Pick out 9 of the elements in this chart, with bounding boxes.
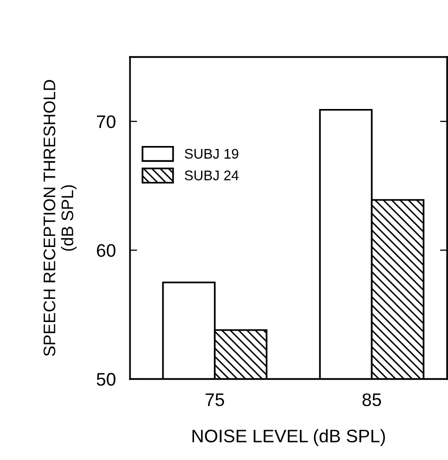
x-axis-title: NOISE LEVEL (dB SPL) bbox=[192, 429, 385, 446]
legend-label: SUBJ 24 bbox=[184, 170, 239, 180]
x-tick-label: 75 bbox=[206, 394, 224, 406]
legend-label: SUBJ 19 bbox=[184, 148, 238, 159]
y-axis-title: SPEECH RECEPTION THRESHOLD (dB SPL) bbox=[44, 80, 77, 356]
y-tick-label: 70 bbox=[96, 115, 116, 128]
y-tick-label: 60 bbox=[96, 244, 116, 257]
y-tick-label: 50 bbox=[96, 372, 116, 386]
x-tick-label: 85 bbox=[362, 393, 382, 406]
